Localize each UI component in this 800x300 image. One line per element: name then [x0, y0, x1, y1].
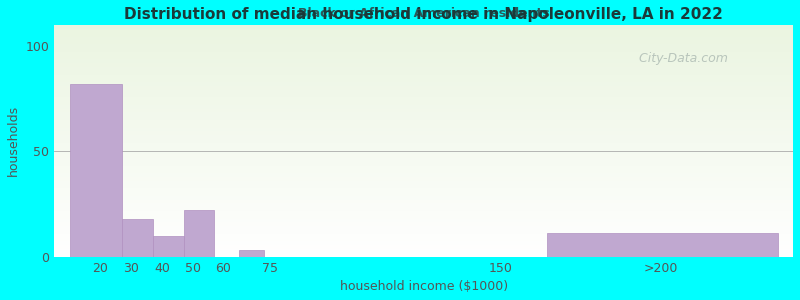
Bar	[70, 84, 122, 256]
Bar	[239, 250, 263, 256]
Bar	[546, 233, 778, 256]
Text: City-Data.com: City-Data.com	[630, 52, 727, 65]
Bar	[153, 236, 183, 256]
Title: Distribution of median household income in Napoleonville, LA in 2022: Distribution of median household income …	[124, 7, 723, 22]
Y-axis label: households: households	[7, 105, 20, 176]
Text: Black or African American residents: Black or African American residents	[298, 7, 550, 20]
Bar	[122, 219, 153, 256]
Bar	[183, 210, 214, 256]
X-axis label: household income ($1000): household income ($1000)	[339, 280, 508, 293]
